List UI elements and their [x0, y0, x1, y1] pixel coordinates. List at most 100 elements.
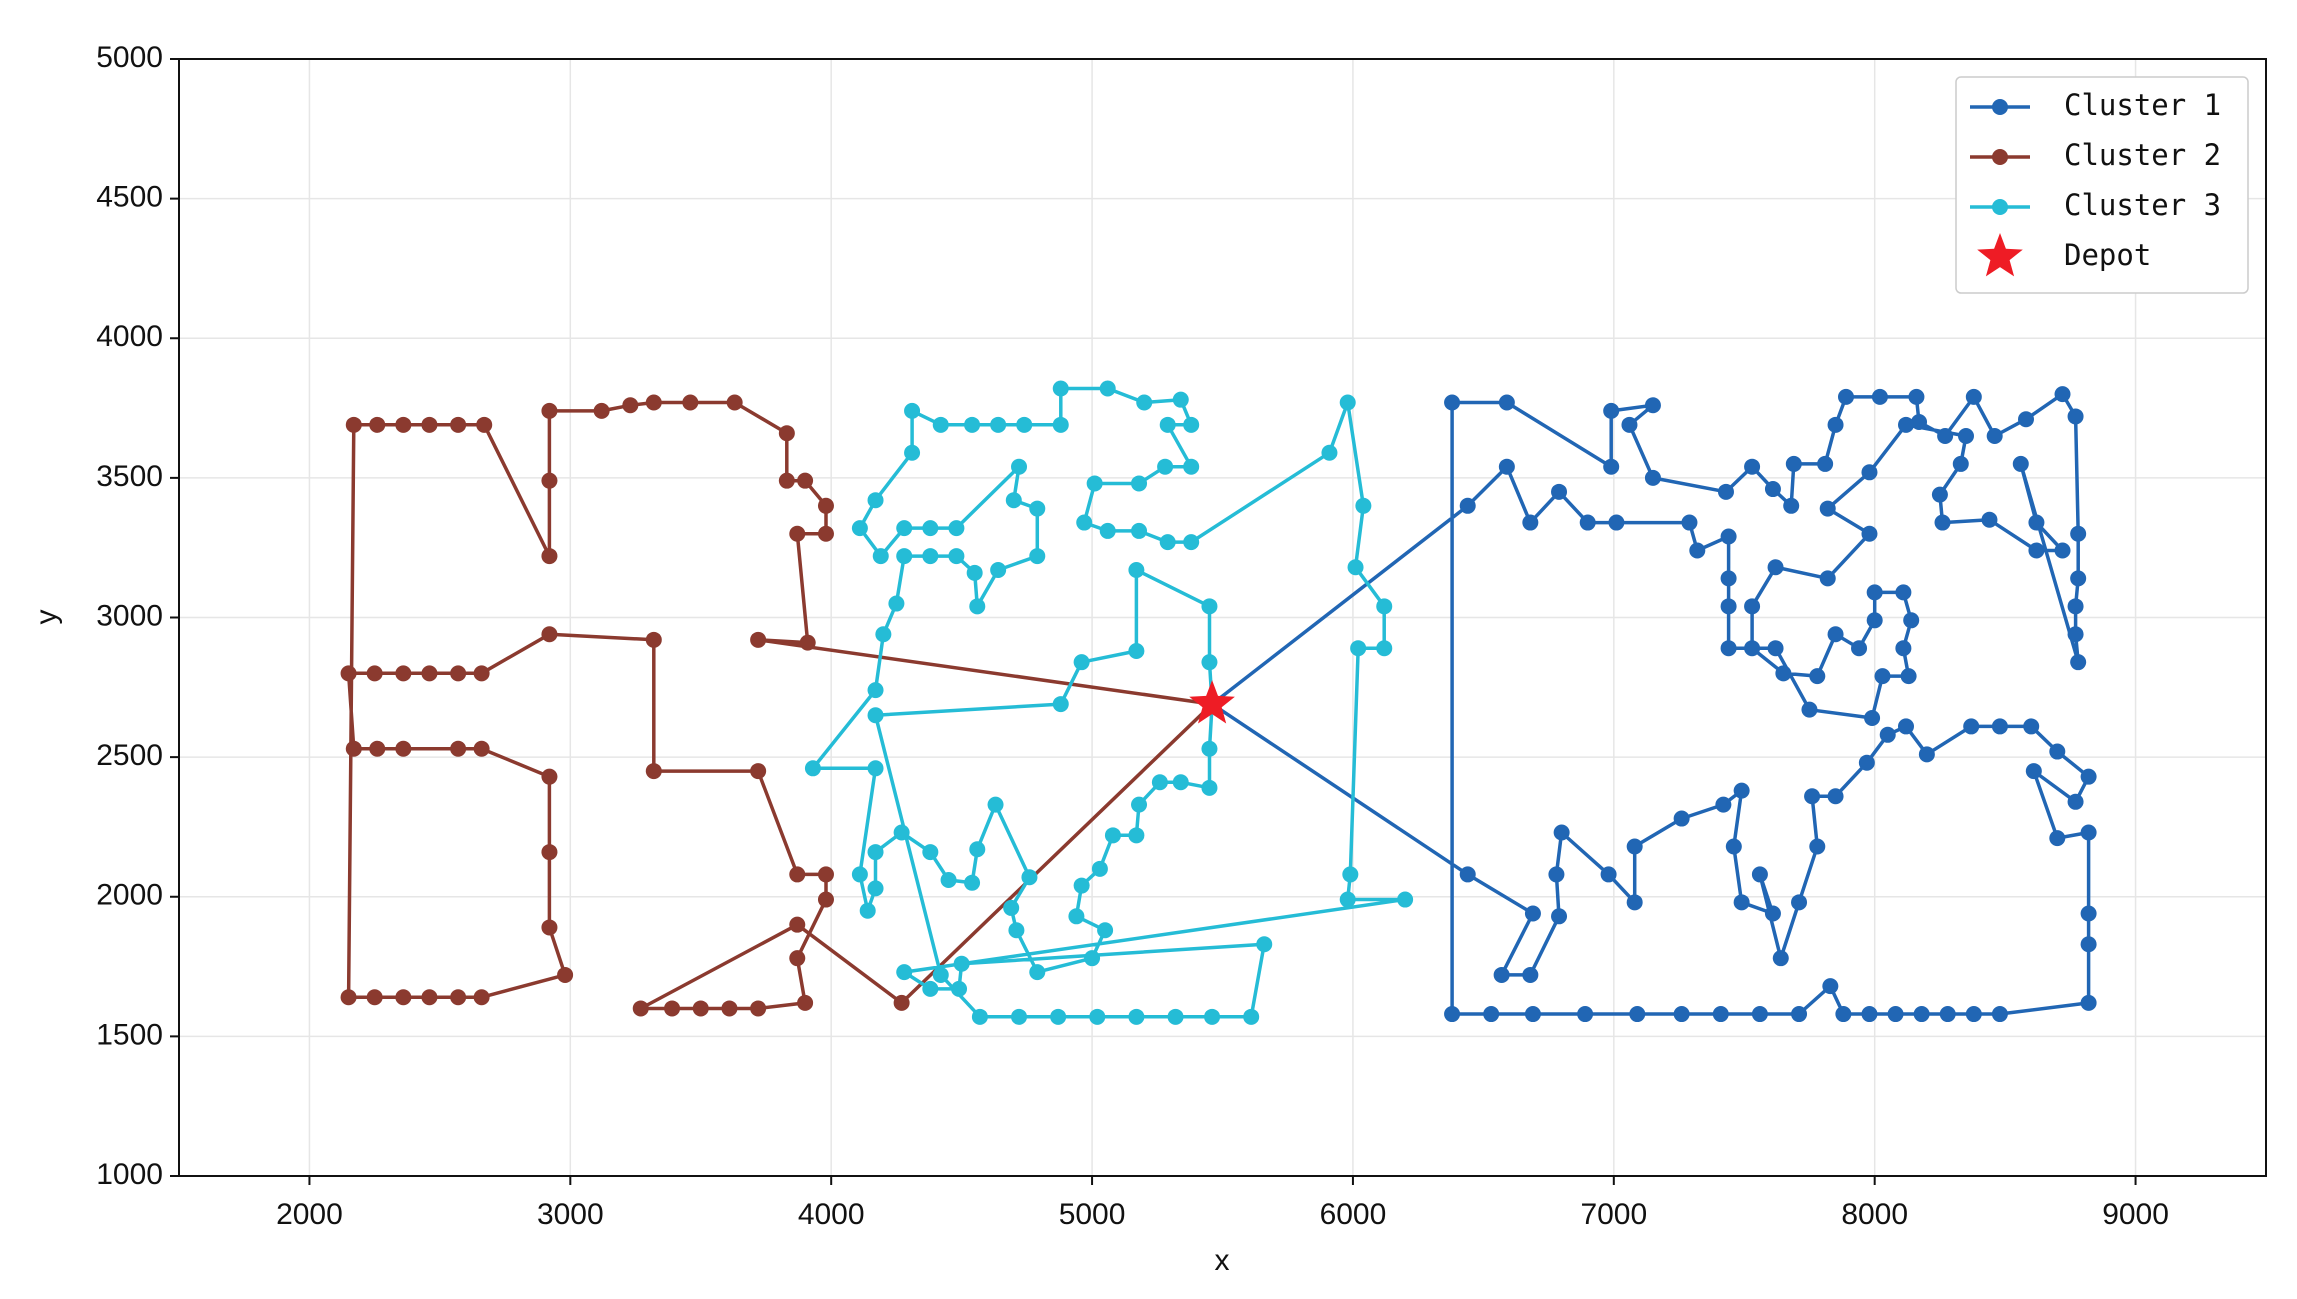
point	[1712, 1006, 1729, 1023]
point	[948, 548, 965, 565]
point	[750, 1000, 767, 1017]
point	[1879, 726, 1896, 743]
point	[817, 497, 834, 514]
point	[1086, 475, 1103, 492]
point	[1874, 668, 1891, 685]
point	[1376, 640, 1393, 657]
point	[1073, 877, 1090, 894]
legend-marker	[1992, 199, 2008, 215]
point	[541, 402, 558, 419]
point	[1603, 402, 1620, 419]
point	[1243, 1008, 1260, 1025]
point	[726, 394, 743, 411]
point	[2023, 718, 2040, 735]
point	[932, 416, 949, 433]
point	[1201, 654, 1218, 671]
point	[1918, 746, 1935, 763]
point	[1986, 427, 2003, 444]
x-tick-label: 8000	[1841, 1198, 1908, 1231]
point	[1900, 668, 1917, 685]
x-tick-label: 3000	[537, 1198, 604, 1231]
point	[366, 665, 383, 682]
point	[1183, 534, 1200, 551]
point	[1783, 497, 1800, 514]
point	[450, 416, 467, 433]
point	[1091, 860, 1108, 877]
point	[867, 844, 884, 861]
point	[1720, 598, 1737, 615]
point	[867, 707, 884, 724]
point	[867, 760, 884, 777]
point	[1835, 1006, 1852, 1023]
point	[1931, 486, 1948, 503]
point	[1157, 458, 1174, 475]
point	[2017, 411, 2034, 428]
point	[851, 520, 868, 537]
point	[1355, 497, 1372, 514]
point	[1498, 458, 1515, 475]
point	[964, 416, 981, 433]
point	[778, 472, 795, 489]
point	[2080, 936, 2097, 953]
point	[1524, 905, 1541, 922]
point	[1897, 718, 1914, 735]
point	[817, 866, 834, 883]
point	[904, 444, 921, 461]
point	[953, 955, 970, 972]
point	[1084, 950, 1101, 967]
point	[1183, 458, 1200, 475]
point	[1204, 1008, 1221, 1025]
point	[797, 994, 814, 1011]
y-tick-label: 2000	[96, 879, 163, 912]
point	[1603, 458, 1620, 475]
point	[1621, 416, 1638, 433]
point	[1099, 380, 1116, 397]
point	[450, 740, 467, 757]
point	[1733, 782, 1750, 799]
point	[896, 964, 913, 981]
point	[1136, 394, 1153, 411]
point	[369, 740, 386, 757]
point	[1201, 598, 1218, 615]
point	[645, 631, 662, 648]
point	[1991, 1006, 2008, 1023]
x-tick-label: 5000	[1059, 1198, 1126, 1231]
point	[872, 548, 889, 565]
point	[1068, 908, 1085, 925]
point	[1201, 779, 1218, 796]
point	[1939, 1006, 1956, 1023]
point	[1493, 966, 1510, 983]
point	[473, 740, 490, 757]
point	[1809, 838, 1826, 855]
point	[345, 416, 362, 433]
point	[1861, 464, 1878, 481]
point	[888, 595, 905, 612]
point	[1689, 542, 1706, 559]
point	[1895, 584, 1912, 601]
point	[1347, 559, 1364, 576]
point	[2080, 905, 2097, 922]
point	[593, 402, 610, 419]
point	[645, 763, 662, 780]
point	[1011, 1008, 1028, 1025]
point	[395, 416, 412, 433]
point	[1767, 640, 1784, 657]
point	[1965, 1006, 1982, 1023]
point	[2028, 542, 2045, 559]
point	[1089, 1008, 1106, 1025]
point	[1444, 1006, 1461, 1023]
point	[622, 397, 639, 414]
point	[421, 665, 438, 682]
point	[2054, 542, 2071, 559]
x-tick-label: 6000	[1320, 1198, 1387, 1231]
point	[1522, 966, 1539, 983]
point	[2054, 386, 2071, 403]
x-tick-label: 2000	[276, 1198, 343, 1231]
point	[896, 520, 913, 537]
x-tick-label: 9000	[2102, 1198, 2169, 1231]
point	[964, 874, 981, 891]
point	[1029, 548, 1046, 565]
point	[345, 740, 362, 757]
point	[541, 768, 558, 785]
